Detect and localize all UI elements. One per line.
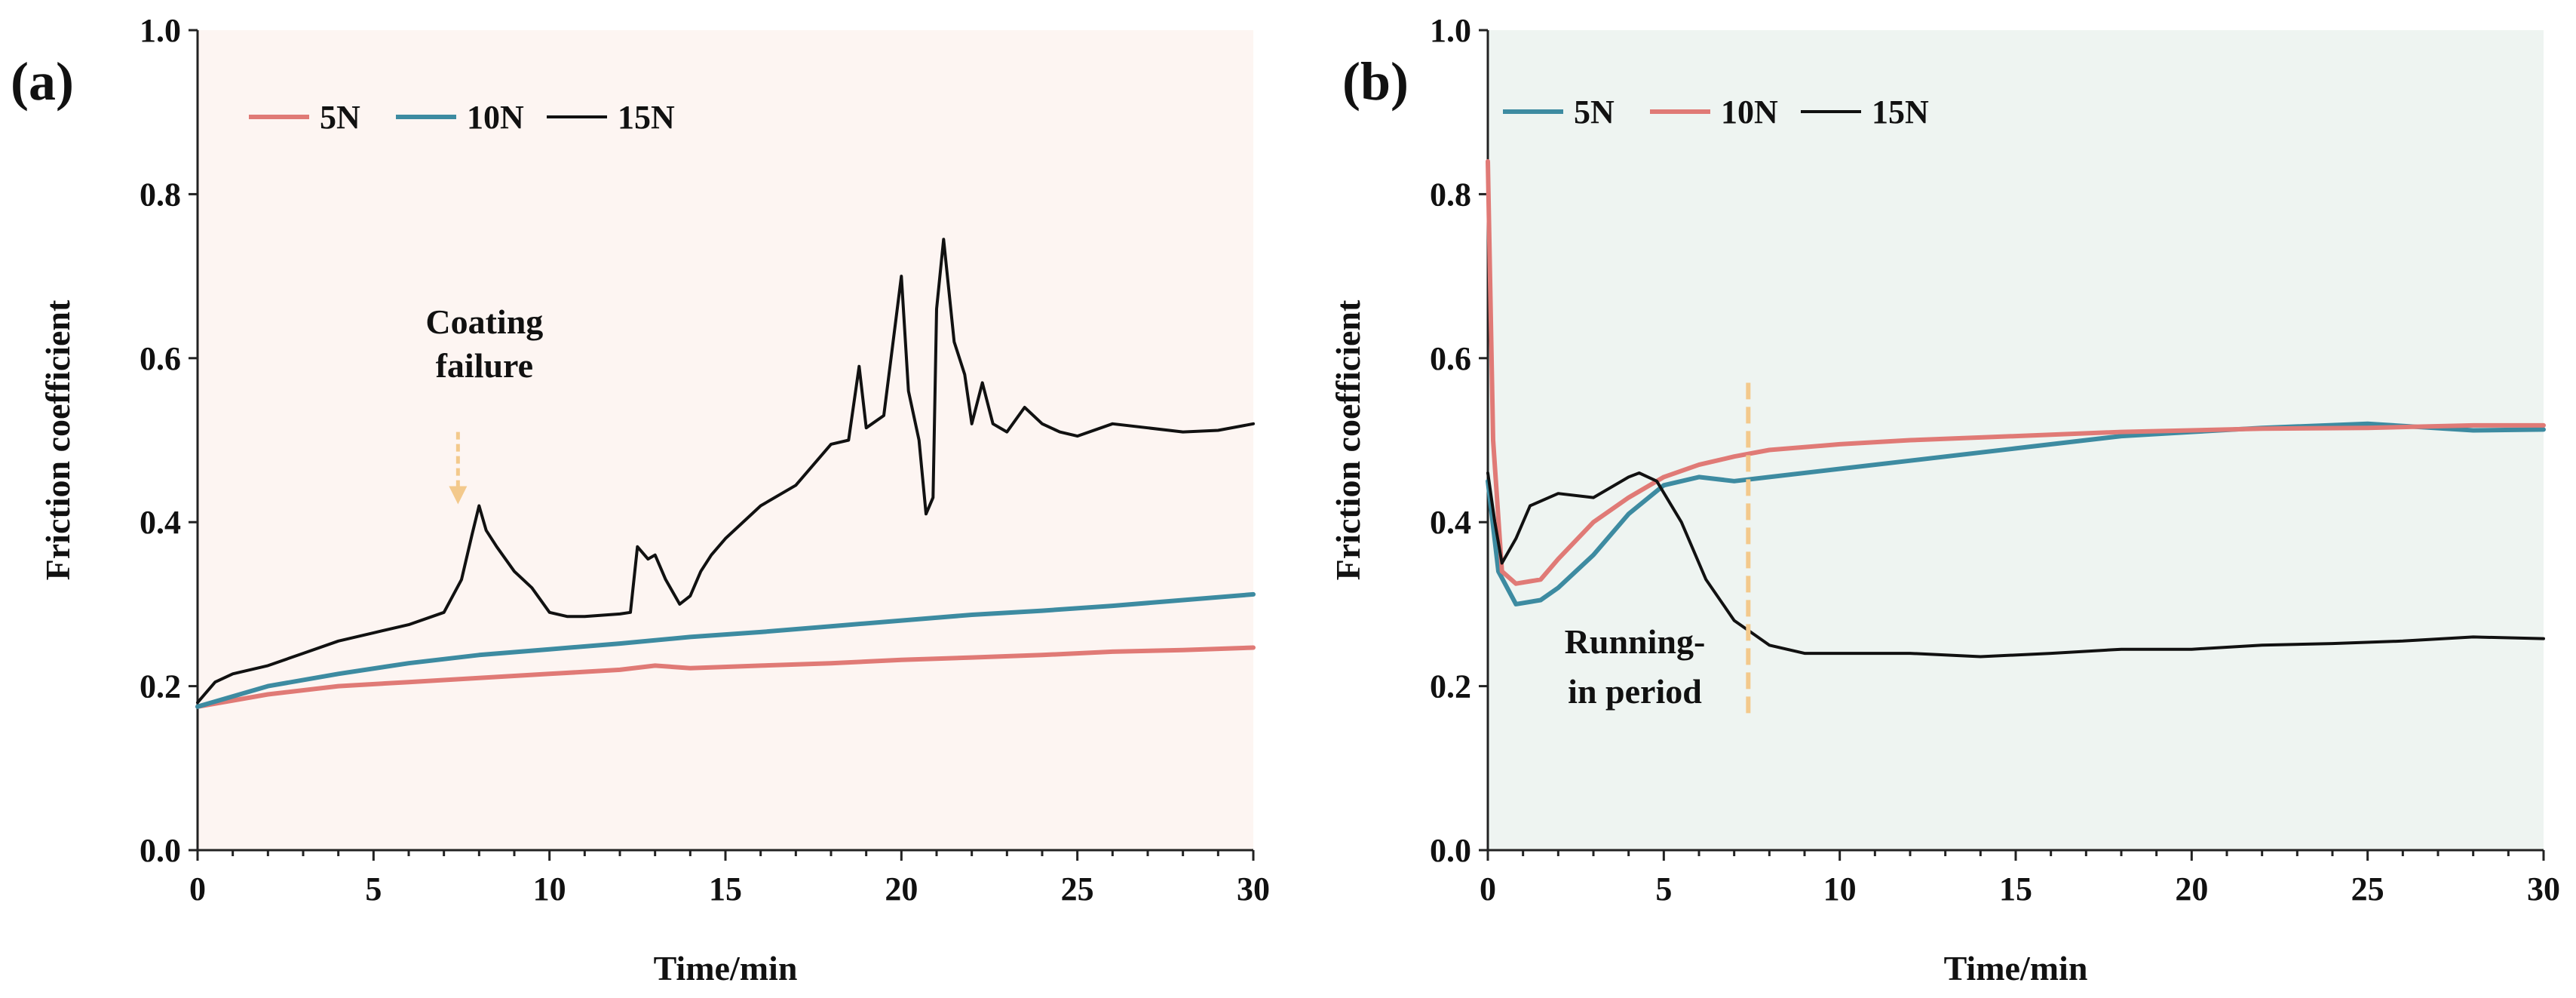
x-axis-label: Time/min: [654, 949, 798, 987]
x-tick-label: 25: [2351, 871, 2384, 907]
x-axis-label: Time/min: [1944, 949, 2088, 987]
x-tick-label: 30: [1237, 871, 1270, 907]
y-tick-label: 0.8: [140, 176, 181, 213]
x-tick-label: 10: [1823, 871, 1857, 907]
y-tick-label: 0.2: [1430, 668, 1471, 705]
y-tick-label: 1.0: [1430, 12, 1471, 49]
x-tick-label: 25: [1061, 871, 1094, 907]
x-tick-label: 0: [189, 871, 206, 907]
plot-area: [1488, 30, 2544, 850]
y-tick-label: 0.6: [1430, 340, 1471, 377]
legend-label-15N: 15N: [1872, 94, 1929, 131]
series-line-15N: [1486, 471, 2545, 659]
y-tick-label: 0.4: [140, 504, 181, 541]
annotation-text: failure: [436, 346, 533, 385]
y-tick-label: 0.2: [140, 668, 181, 705]
y-tick-label: 1.0: [140, 12, 181, 49]
x-tick-label: 5: [1655, 871, 1672, 907]
legend-label-5N: 5N: [1574, 94, 1615, 131]
legend-label-5N: 5N: [320, 99, 360, 136]
legend-label-10N: 10N: [467, 99, 524, 136]
x-tick-label: 20: [885, 871, 918, 907]
panel-label: (a): [11, 51, 74, 112]
chart-panel-b: 0.0 0.2 0.4 0.6 0.8 1.0 0 5 10 15 20 25 30 Time/min Fr…: [1329, 12, 2560, 987]
x-tick-label: 0: [1480, 871, 1496, 907]
x-tick-label: 30: [2527, 871, 2560, 907]
legend-label-10N: 10N: [1721, 94, 1778, 131]
x-tick-label: 20: [2175, 871, 2208, 907]
y-tick-label: 0.0: [1430, 832, 1471, 869]
x-tick-label: 5: [365, 871, 382, 907]
panel-label: (b): [1342, 51, 1409, 112]
series-line-10N: [195, 591, 1256, 709]
annotation-text: in period: [1568, 672, 1702, 711]
y-axis-label: Friction coefficient: [38, 299, 77, 580]
x-tick-label: 15: [709, 871, 742, 907]
annotation-text: Coating: [425, 302, 543, 341]
y-axis-label: Friction coefficient: [1329, 299, 1367, 580]
legend-label-15N: 15N: [618, 99, 675, 136]
plot-area: [198, 30, 1253, 850]
x-tick-label: 15: [1999, 871, 2032, 907]
chart-panel-a: 0.0 0.2 0.4 0.6 0.8 1.0 0 5 10 15 20 25 30 Time/min Fr…: [11, 12, 1270, 987]
y-tick-label: 0.6: [140, 340, 181, 377]
series-line-10N: [1486, 158, 2546, 586]
series-line-5N: [195, 645, 1256, 709]
series-line-15N: [196, 238, 1255, 705]
y-tick-label: 0.0: [140, 832, 181, 869]
annotation-text: Running-: [1565, 622, 1706, 661]
x-tick-label: 10: [533, 871, 566, 907]
y-tick-label: 0.8: [1430, 176, 1471, 213]
y-tick-label: 0.4: [1430, 504, 1471, 541]
annotation-arrow-head: [449, 486, 468, 505]
